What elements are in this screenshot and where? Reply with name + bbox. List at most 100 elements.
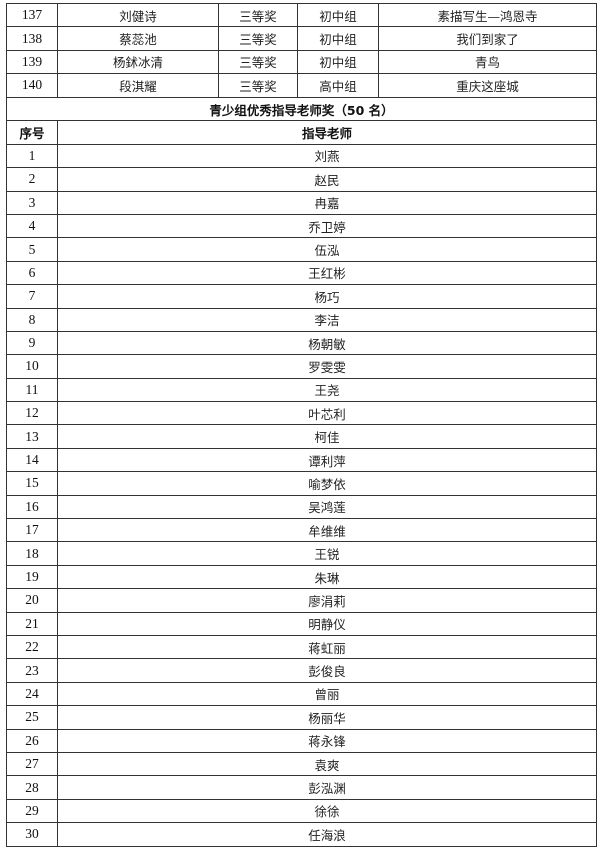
row-number: 24 <box>6 681 58 707</box>
teacher-name: 罗雯雯 <box>57 354 597 379</box>
teacher-name: 杨丽华 <box>57 705 597 730</box>
row-number: 3 <box>6 190 58 215</box>
teacher-row: 6 王红彬 <box>6 260 597 286</box>
header-no: 序号 <box>6 120 58 145</box>
award-row: 138 蔡蕊池 三等奖 初中组 我们到家了 <box>6 26 597 51</box>
teacher-row: 29 徐徐 <box>6 798 597 824</box>
teacher-name: 冉嘉 <box>57 190 597 215</box>
row-number: 2 <box>6 167 58 192</box>
row-number: 28 <box>6 775 58 800</box>
teacher-row: 7 杨巧 <box>6 284 597 309</box>
teacher-row: 25 杨丽华 <box>6 705 597 730</box>
teacher-row: 8 李洁 <box>6 307 597 332</box>
teacher-name: 蒋虹丽 <box>57 634 597 660</box>
teacher-name: 叶芯利 <box>57 401 597 426</box>
row-number: 8 <box>6 307 58 332</box>
teacher-name: 李洁 <box>57 307 597 332</box>
row-number: 5 <box>6 237 58 262</box>
teacher-name: 喻梦依 <box>57 471 597 496</box>
row-number: 7 <box>6 284 58 309</box>
teacher-name: 牟维维 <box>57 518 597 543</box>
teacher-row: 3 冉嘉 <box>6 190 597 215</box>
header-teacher: 指导老师 <box>57 120 597 145</box>
row-number: 29 <box>6 798 58 824</box>
teacher-name: 曾丽 <box>57 681 597 707</box>
teacher-row: 11 王尧 <box>6 377 597 403</box>
row-number: 10 <box>6 354 58 379</box>
teacher-name: 彭俊良 <box>57 658 597 683</box>
prize-level: 三等奖 <box>218 2 298 28</box>
teacher-row: 12 叶芯利 <box>6 401 597 426</box>
teacher-row: 9 杨朝敏 <box>6 330 597 356</box>
row-number: 13 <box>6 424 58 449</box>
row-number: 14 <box>6 447 58 473</box>
teacher-name: 杨巧 <box>57 284 597 309</box>
row-number: 140 <box>6 73 58 98</box>
teacher-row: 24 曾丽 <box>6 681 597 707</box>
teacher-name: 彭泓渊 <box>57 775 597 800</box>
row-number: 9 <box>6 330 58 356</box>
student-name: 段淇耀 <box>57 73 219 98</box>
row-number: 26 <box>6 728 58 753</box>
teacher-row: 1 刘燕 <box>6 143 597 169</box>
work-title: 我们到家了 <box>378 26 597 51</box>
section-title-row: 青少组优秀指导老师奖（50 名） <box>6 96 597 122</box>
teacher-row: 30 任海浪 <box>6 822 597 847</box>
teacher-row: 13 柯佳 <box>6 424 597 449</box>
row-number: 30 <box>6 822 58 847</box>
teacher-name: 吴鸿莲 <box>57 494 597 520</box>
teacher-row: 16 吴鸿莲 <box>6 494 597 520</box>
teacher-row: 20 廖涓莉 <box>6 588 597 613</box>
group-name: 高中组 <box>297 73 379 98</box>
work-title: 重庆这座城 <box>378 73 597 98</box>
teacher-row: 27 袁爽 <box>6 751 597 777</box>
teacher-row: 23 彭俊良 <box>6 658 597 683</box>
row-number: 27 <box>6 751 58 777</box>
teacher-name: 蒋永锋 <box>57 728 597 753</box>
teacher-name: 赵民 <box>57 167 597 192</box>
award-table: 137 刘健诗 三等奖 初中组 素描写生—鸿恩寺 138 蔡蕊池 三等奖 初中组 我们到家了 139… <box>6 2 597 98</box>
teacher-name: 明静仪 <box>57 611 597 636</box>
teacher-name: 杨朝敏 <box>57 330 597 356</box>
teacher-row: 26 蒋永锋 <box>6 728 597 753</box>
teacher-name: 袁爽 <box>57 751 597 777</box>
row-number: 137 <box>6 2 58 28</box>
teacher-row: 15 喻梦依 <box>6 471 597 496</box>
teacher-name: 柯佳 <box>57 424 597 449</box>
prize-level: 三等奖 <box>218 26 298 51</box>
group-name: 初中组 <box>297 2 379 28</box>
award-row: 140 段淇耀 三等奖 高中组 重庆这座城 <box>6 73 597 98</box>
row-number: 17 <box>6 518 58 543</box>
teacher-row: 28 彭泓渊 <box>6 775 597 800</box>
row-number: 21 <box>6 611 58 636</box>
student-name: 蔡蕊池 <box>57 26 219 51</box>
award-row: 139 杨鉥冰清 三等奖 初中组 青鸟 <box>6 49 597 75</box>
row-number: 15 <box>6 471 58 496</box>
row-number: 19 <box>6 564 58 590</box>
student-name: 刘健诗 <box>57 2 219 28</box>
student-name: 杨鉥冰清 <box>57 49 219 75</box>
group-name: 初中组 <box>297 26 379 51</box>
teacher-row: 21 明静仪 <box>6 611 597 636</box>
teacher-row: 18 王锐 <box>6 541 597 566</box>
award-row: 137 刘健诗 三等奖 初中组 素描写生—鸿恩寺 <box>6 2 597 28</box>
work-title: 素描写生—鸿恩寺 <box>378 2 597 28</box>
section-title: 青少组优秀指导老师奖（50 名） <box>6 96 597 122</box>
row-number: 25 <box>6 705 58 730</box>
row-number: 23 <box>6 658 58 683</box>
row-number: 12 <box>6 401 58 426</box>
row-number: 138 <box>6 26 58 51</box>
teacher-name: 伍泓 <box>57 237 597 262</box>
teacher-name: 任海浪 <box>57 822 597 847</box>
teacher-name: 徐徐 <box>57 798 597 824</box>
teacher-row: 10 罗雯雯 <box>6 354 597 379</box>
teacher-row: 22 蒋虹丽 <box>6 634 597 660</box>
teacher-name: 朱琳 <box>57 564 597 590</box>
teacher-row: 2 赵民 <box>6 167 597 192</box>
teacher-row: 4 乔卫婷 <box>6 213 597 239</box>
teacher-award-table: 青少组优秀指导老师奖（50 名） 序号 指导老师 1 刘燕 2 赵民 3 冉嘉 4 乔卫婷 5 伍… <box>6 96 597 847</box>
teacher-name: 王锐 <box>57 541 597 566</box>
row-number: 22 <box>6 634 58 660</box>
row-number: 20 <box>6 588 58 613</box>
work-title: 青鸟 <box>378 49 597 75</box>
